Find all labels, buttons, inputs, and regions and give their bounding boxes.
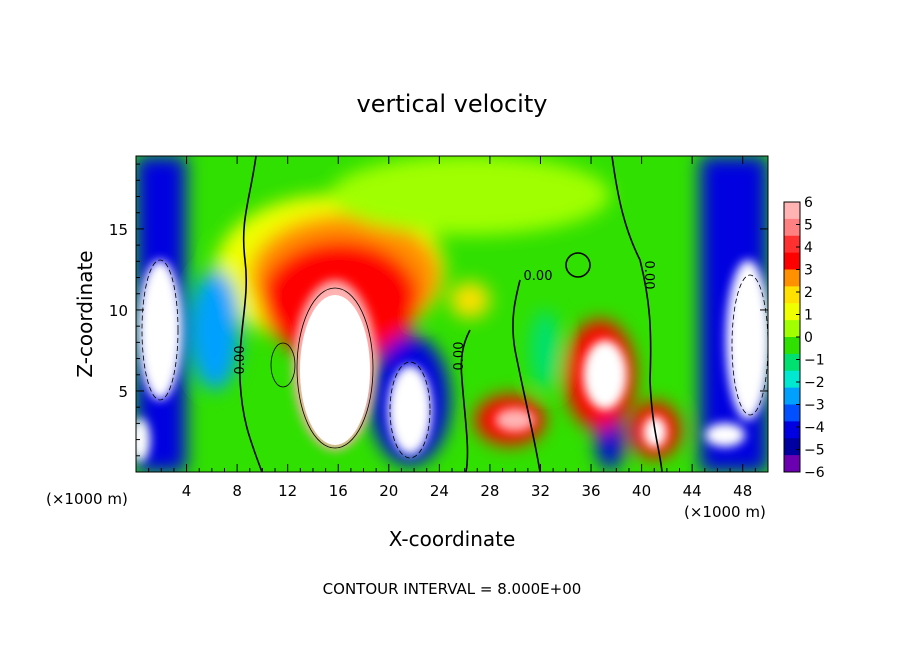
colorbar-tick-label: 2 <box>804 285 813 301</box>
colorbar-swatch <box>784 370 800 389</box>
contour-label: 0.00 <box>233 346 248 375</box>
colorbar-tick-label: −6 <box>804 465 825 481</box>
colorbar-swatch <box>784 353 800 372</box>
x-axis-label: X-coordinate <box>389 527 516 551</box>
colorbar-tick-label: −2 <box>804 375 825 391</box>
colorbar-tick-label: 4 <box>804 240 813 256</box>
colorbar-swatch <box>784 387 800 405</box>
colorbar-tick-label: −3 <box>804 398 825 414</box>
colorbar-swatch <box>784 421 800 439</box>
contour-labels: 0.00 0.00 0.00 0.00 <box>233 261 656 375</box>
x-tick-label: 4 <box>182 482 192 500</box>
y-axis-label: Z-coordinate <box>73 250 97 377</box>
colorbar-swatch <box>784 303 800 321</box>
colorbar-swatch <box>784 218 800 237</box>
x-tick-label: 44 <box>683 482 702 500</box>
x-tick-label: 40 <box>632 482 651 500</box>
x-tick-label: 32 <box>531 482 550 500</box>
colorbar-tick-label: −1 <box>804 353 825 369</box>
x-unit-left: (×1000 m) <box>46 490 128 508</box>
colorbar-swatch <box>784 404 800 422</box>
x-tick-label: 36 <box>581 482 600 500</box>
y-tick-label: 15 <box>109 221 128 239</box>
colorbar-swatch <box>784 252 800 270</box>
x-unit-right: (×1000 m) <box>684 503 766 521</box>
colorbar-tick-label: −4 <box>804 420 825 436</box>
x-tick-label: 8 <box>232 482 242 500</box>
colorbar: 6 5 4 3 2 1 0 −1 −2 −3 −4 −5 −6 <box>783 195 825 481</box>
colorbar-swatch <box>784 337 800 355</box>
colorbar-swatch <box>784 269 800 287</box>
colorbar-swatch <box>784 438 800 456</box>
x-tick-label: 24 <box>430 482 449 500</box>
x-tick-label: 48 <box>733 482 752 500</box>
colorbar-tick-label: 1 <box>804 308 813 324</box>
y-tick-label: 10 <box>109 302 128 320</box>
colorbar-tick-label: 6 <box>804 195 813 211</box>
contour-label: 0.00 <box>641 261 656 290</box>
contour-label: 0.00 <box>452 342 467 371</box>
contour-label: 0.00 <box>524 269 553 284</box>
colorbar-tick-label: 0 <box>804 330 813 346</box>
colorbar-swatch <box>784 286 800 304</box>
x-tick-label: 12 <box>278 482 297 500</box>
contour-interval-footer: CONTOUR INTERVAL = 8.000E+00 <box>323 580 582 598</box>
y-tick-label: 5 <box>118 383 128 401</box>
colorbar-swatch <box>784 202 800 220</box>
colorbar-swatch <box>784 235 800 254</box>
heatmap-field <box>136 156 768 472</box>
x-tick-label: 28 <box>480 482 499 500</box>
colorbar-swatch <box>784 455 800 473</box>
colorbar-tick-label: 3 <box>804 263 813 279</box>
x-tick-label: 16 <box>329 482 348 500</box>
chart-title: vertical velocity <box>357 90 548 118</box>
colorbar-tick-label: −5 <box>804 443 825 459</box>
x-tick-label: 20 <box>379 482 398 500</box>
colorbar-tick-label: 5 <box>804 218 813 234</box>
colorbar-swatch <box>784 320 800 338</box>
